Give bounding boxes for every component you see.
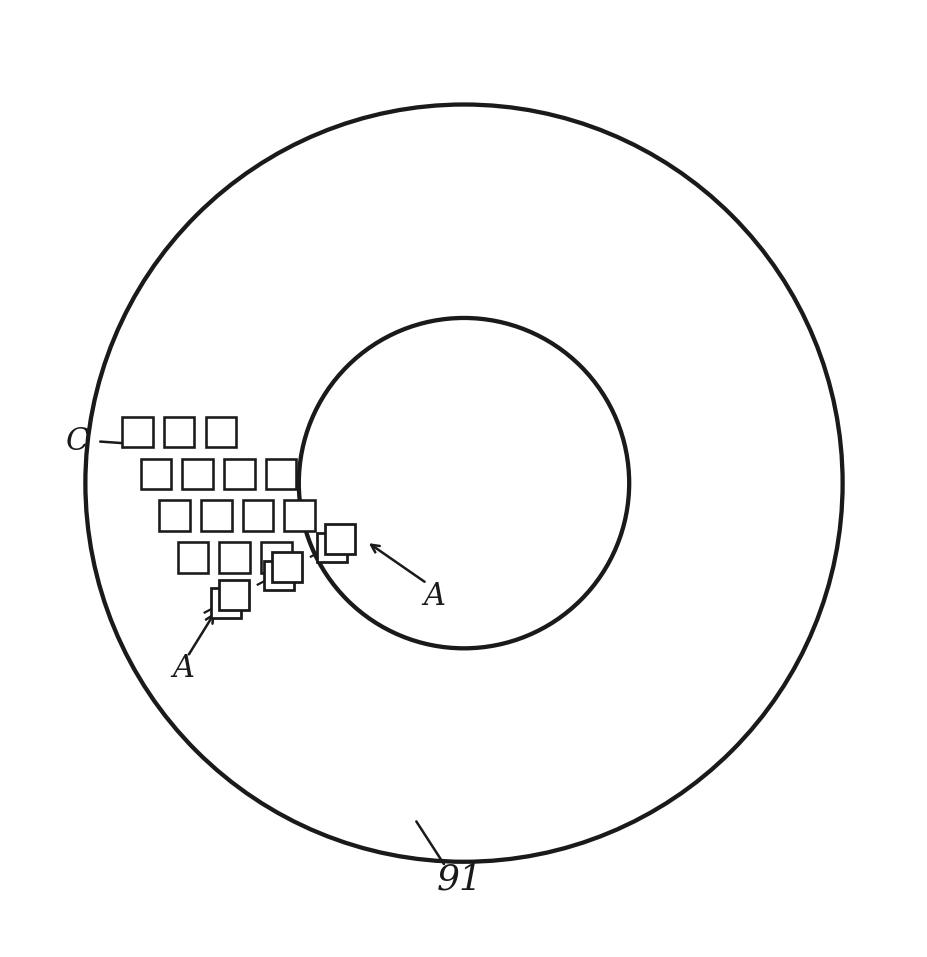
Bar (223, 458, 254, 489)
Bar (261, 542, 291, 572)
Bar (159, 501, 189, 531)
Bar (201, 501, 232, 531)
Text: A: A (172, 654, 195, 684)
Bar (178, 542, 208, 572)
Bar (219, 580, 248, 610)
Bar (219, 542, 249, 572)
Bar (243, 501, 273, 531)
Text: C: C (65, 426, 89, 456)
Text: 91: 91 (436, 862, 482, 897)
Bar (122, 417, 152, 448)
Bar (141, 458, 171, 489)
Bar (317, 533, 347, 563)
Bar (264, 561, 294, 590)
Bar (211, 589, 241, 618)
Bar (265, 458, 296, 489)
Bar (284, 501, 314, 531)
Bar (163, 417, 194, 448)
Bar (205, 417, 235, 448)
Bar (324, 524, 354, 554)
Text: A: A (423, 581, 445, 612)
Bar (182, 458, 213, 489)
Bar (272, 552, 301, 582)
